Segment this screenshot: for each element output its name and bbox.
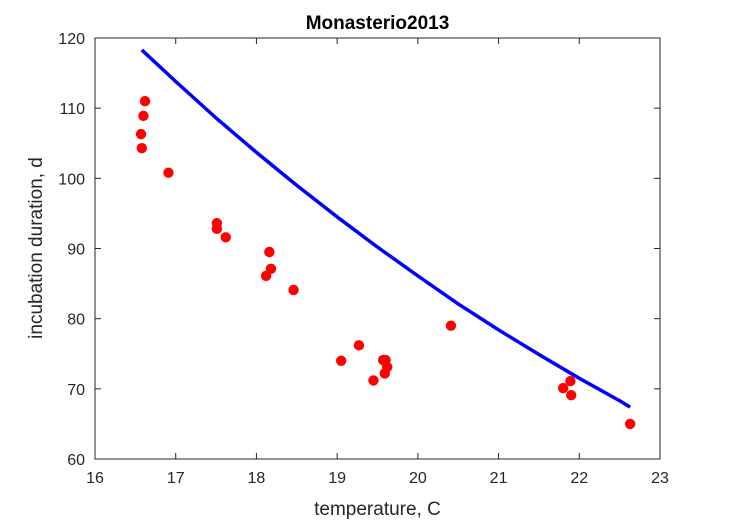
x-tick-label: 21 (490, 470, 508, 487)
fit-curve-line (140, 48, 632, 409)
y-tick-label: 90 (67, 242, 85, 259)
x-tick-labels: 16 17 18 19 20 21 22 23 (86, 470, 669, 487)
x-tick-label: 17 (167, 470, 185, 487)
y-axis-label: incubation duration, d (26, 157, 47, 339)
x-tick-label: 20 (409, 470, 427, 487)
data-point (566, 389, 577, 401)
axis-ticks (94, 37, 661, 460)
data-point (138, 110, 149, 122)
y-tick-label: 120 (58, 31, 85, 48)
data-point (260, 270, 272, 282)
data-point (335, 355, 347, 366)
data-point (220, 232, 231, 243)
data-point (288, 284, 299, 296)
data-point (163, 167, 174, 178)
data-point (139, 95, 151, 107)
data-point (565, 375, 576, 387)
y-tick-labels: 60 70 80 90 100 110 120 (58, 31, 85, 469)
y-tick-label: 60 (67, 452, 85, 469)
y-tick-label: 70 (67, 382, 85, 399)
x-axis-label: temperature, C (314, 499, 441, 520)
data-point (624, 418, 636, 430)
fit-curve-layer (140, 48, 632, 409)
data-point (353, 340, 365, 351)
data-point (135, 128, 147, 140)
chart-title: Monasterio2013 (306, 13, 450, 34)
y-tick-label: 100 (58, 171, 85, 188)
data-point (264, 246, 275, 258)
data-point (368, 375, 379, 386)
y-tick-label: 80 (67, 312, 85, 329)
x-tick-label: 23 (651, 470, 669, 487)
data-point (557, 382, 569, 394)
y-tick-label: 110 (59, 101, 85, 118)
data-point (445, 320, 457, 331)
x-tick-label: 16 (86, 470, 104, 487)
x-tick-label: 22 (570, 470, 588, 487)
x-tick-label: 18 (248, 470, 266, 487)
data-points-layer (135, 95, 636, 430)
data-point (379, 368, 390, 379)
data-point (211, 223, 223, 235)
data-point (136, 142, 148, 154)
x-tick-label: 19 (328, 470, 346, 487)
